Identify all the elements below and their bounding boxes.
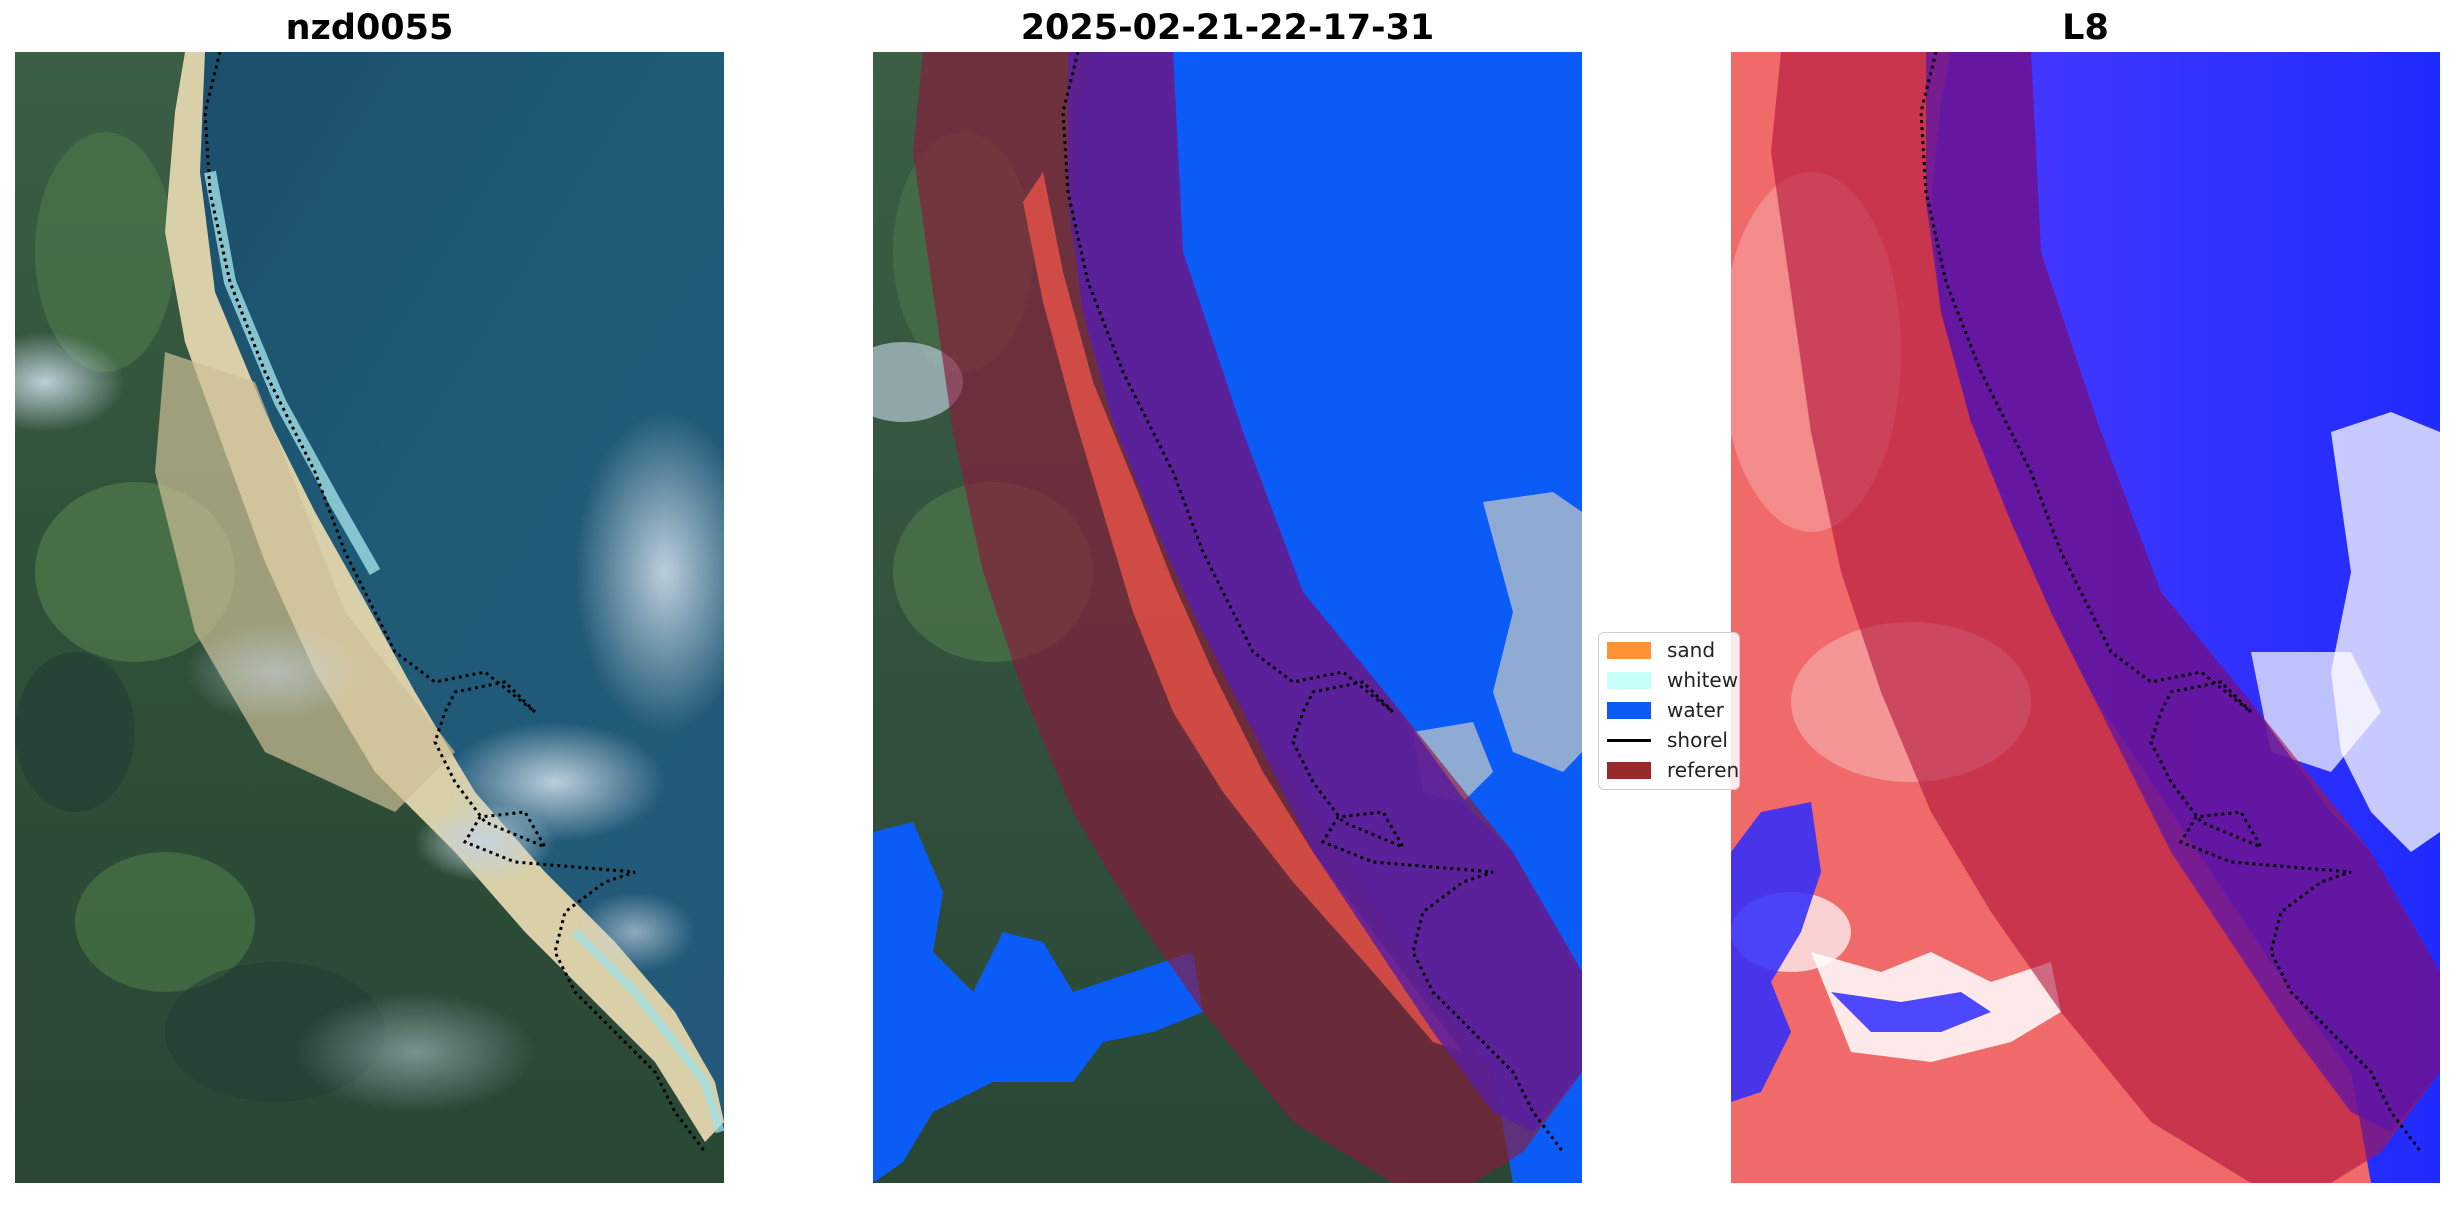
legend-label-sand: sand xyxy=(1667,638,1716,662)
classification-image xyxy=(873,52,1582,1183)
panel-title-index: L8 xyxy=(2062,8,2109,48)
classification-panel xyxy=(873,52,1582,1183)
legend-label-reference: referen xyxy=(1667,758,1740,782)
shoreline-line xyxy=(1607,739,1651,742)
legend-clip-mask xyxy=(1731,632,1741,792)
index-panel xyxy=(1731,52,2440,1183)
water-swatch xyxy=(1607,702,1651,719)
legend: sand whitew water shorel referen xyxy=(1598,632,1740,790)
legend-item-shoreline: shorel xyxy=(1607,727,1777,753)
rgb-image-panel xyxy=(15,52,724,1183)
sand-swatch xyxy=(1607,642,1651,659)
reference-swatch xyxy=(1607,762,1651,779)
legend-item-water: water xyxy=(1607,697,1777,723)
rgb-image xyxy=(15,52,724,1183)
legend-item-whitewater: whitew xyxy=(1607,667,1777,693)
legend-item-sand: sand xyxy=(1607,637,1777,663)
panel-title-rgb: nzd0055 xyxy=(285,8,454,48)
legend-item-reference: referen xyxy=(1607,757,1777,783)
legend-label-shoreline: shorel xyxy=(1667,728,1728,752)
panel-title-classification: 2025-02-21-22-17-31 xyxy=(1020,8,1435,48)
index-image xyxy=(1731,52,2440,1183)
legend-label-water: water xyxy=(1667,698,1724,722)
legend-label-whitewater: whitew xyxy=(1667,668,1739,692)
whitewater-swatch xyxy=(1607,672,1651,689)
